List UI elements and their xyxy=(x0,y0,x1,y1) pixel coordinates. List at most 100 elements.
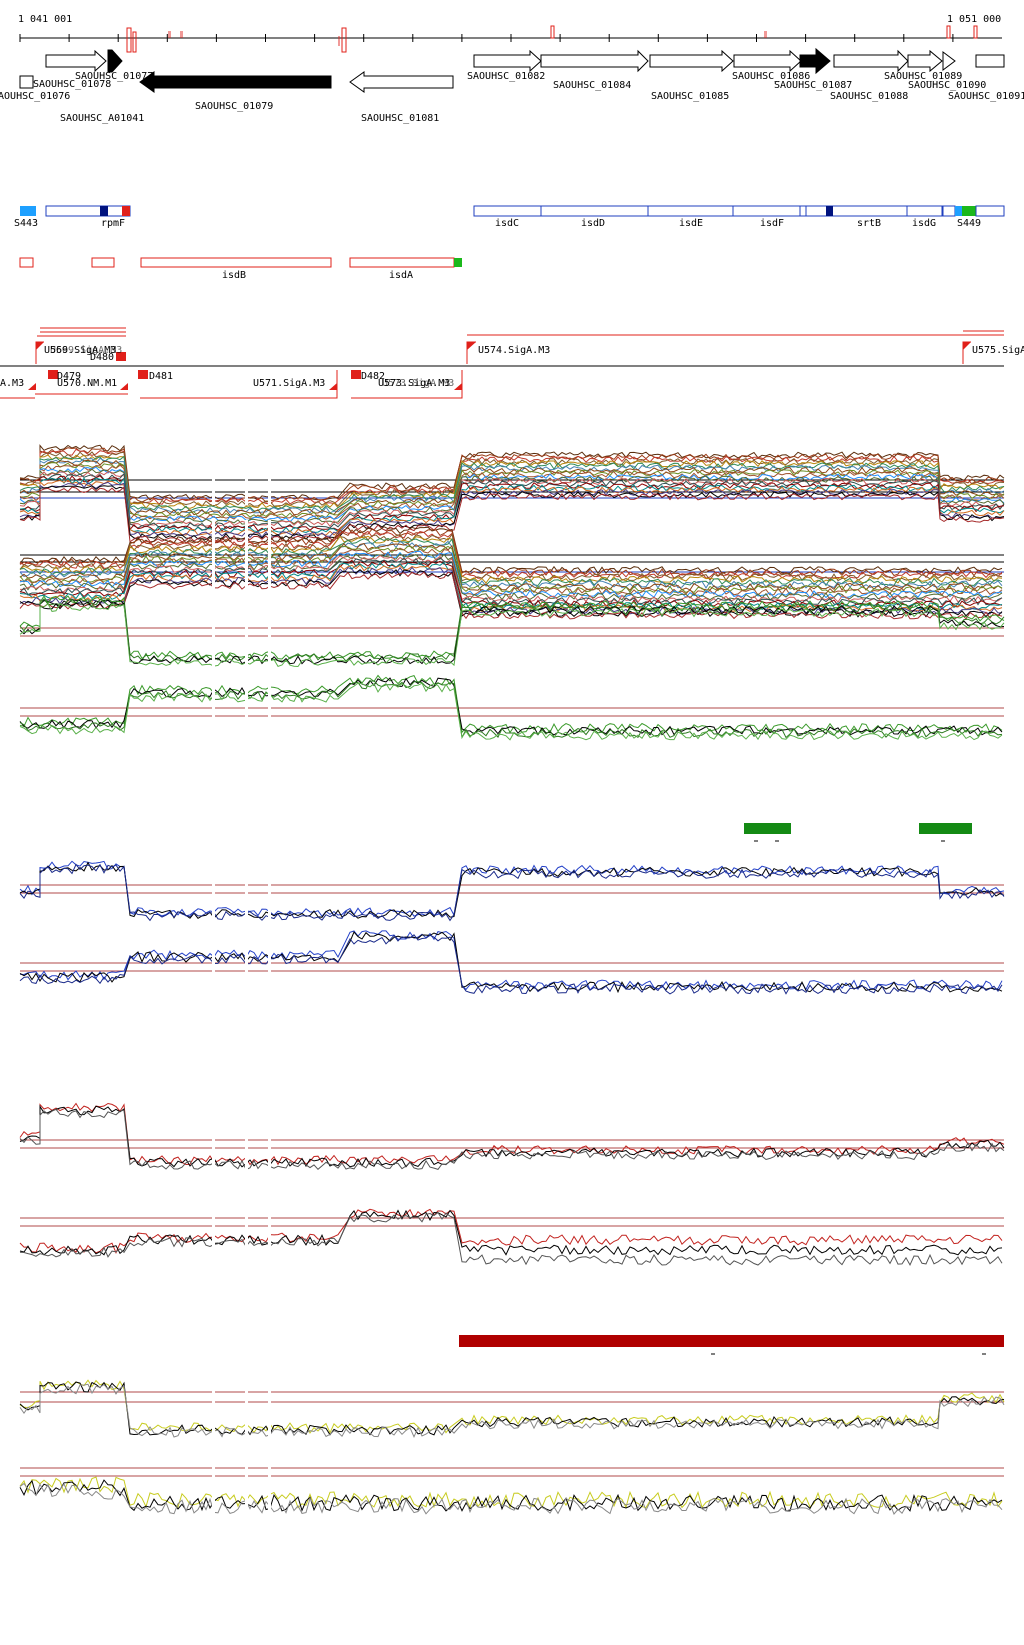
blue-track-line xyxy=(19,860,1005,918)
gene-label-01084: SAOUHSC_01084 xyxy=(553,80,631,91)
gene-SAOUHSC_01076[interactable] xyxy=(19,75,34,89)
gap-mark xyxy=(268,1205,271,1260)
gap-mark xyxy=(212,1130,215,1175)
gene-label-01087: SAOUHSC_01087 xyxy=(774,80,852,91)
gene-label-01090: SAOUHSC_01090 xyxy=(908,80,986,91)
tu-label-D481: D481 xyxy=(149,371,173,382)
multi-series-line xyxy=(19,535,1003,584)
red-bar[interactable] xyxy=(459,1335,1004,1347)
green-bar-1[interactable] xyxy=(744,823,791,834)
green-track-line xyxy=(19,680,1003,740)
feature-srtB[interactable] xyxy=(805,205,908,217)
tu-label-D479: D479 xyxy=(57,371,81,382)
gene-label-01082: SAOUHSC_01082 xyxy=(467,71,545,82)
multi-series-line xyxy=(19,457,1005,514)
tu-label-U570: U570.NM.M1 xyxy=(57,378,117,389)
yellow-track-line xyxy=(19,1381,1005,1436)
gap-mark xyxy=(212,1205,215,1260)
gap-mark xyxy=(245,470,248,505)
gap-mark xyxy=(212,940,215,1000)
tu-label-D482: D482 xyxy=(361,371,385,382)
multi-series-line xyxy=(19,462,1005,519)
feature-isdB[interactable] xyxy=(140,257,332,268)
multi-series-line xyxy=(19,528,1002,577)
feature-isdE[interactable] xyxy=(647,205,734,217)
gene-track: SAOUHSC_01077 SAOUHSC_01078 SAOUHSC_0107… xyxy=(0,47,1024,124)
gene-label-01079: SAOUHSC_01079 xyxy=(195,101,273,112)
green-track-line xyxy=(19,677,1003,736)
feature-rpmF[interactable] xyxy=(45,205,131,217)
coord-end-label: 1 051 000 xyxy=(947,14,1001,25)
blue-track-line xyxy=(19,861,1005,919)
feature-isdD[interactable] xyxy=(540,205,649,217)
feature-S443[interactable] xyxy=(20,206,36,216)
gap-mark xyxy=(268,880,271,930)
feature-label-S443: S443 xyxy=(14,218,38,229)
tu-label-D480: D480 xyxy=(90,352,114,363)
gene-SAOUHSC_01089[interactable] xyxy=(907,49,943,73)
feature-label-isdC: isdC xyxy=(495,218,519,229)
tu-label-overlap-2: U573.SigA.M3 xyxy=(382,378,454,389)
feature-label-isdE: isdE xyxy=(679,218,703,229)
gene-SAOUHSC_01090[interactable] xyxy=(942,51,956,71)
gap-mark xyxy=(268,1130,271,1175)
feature-label-isdF: isdF xyxy=(760,218,784,229)
gap-mark xyxy=(212,590,215,680)
gene-SAOUHSC_01088[interactable] xyxy=(833,49,909,73)
green-track-line xyxy=(19,674,1003,734)
gap-mark xyxy=(212,670,215,740)
feature-label-srtB: srtB xyxy=(857,218,881,229)
gene-SAOUHSC_01086[interactable] xyxy=(733,49,802,73)
gene-SAOUHSC_01078[interactable] xyxy=(107,49,123,73)
gene-SAOUHSC_01091[interactable] xyxy=(975,54,1005,68)
gene-SAOUHSC_01082[interactable] xyxy=(473,49,542,73)
gene-SAOUHSC_01079[interactable] xyxy=(139,71,332,93)
multi-series-line xyxy=(19,471,1005,528)
multi-series-line xyxy=(19,547,1003,596)
feature-isdF[interactable] xyxy=(732,205,801,217)
multi-series-line xyxy=(19,468,1005,525)
feature-isdC[interactable] xyxy=(473,205,542,217)
gap-mark xyxy=(212,520,215,595)
feature-isdG[interactable] xyxy=(906,205,943,217)
gene-label-01088: SAOUHSC_01088 xyxy=(830,91,908,102)
feature-label-isdA: isdA xyxy=(389,270,413,281)
gap-mark xyxy=(245,1460,248,1520)
gene-SAOUHSC_01085[interactable] xyxy=(649,49,734,73)
transcription-unit-track: U569.SigA.M3 U569.SigA.M3 U570.NM.M1 U57… xyxy=(0,327,1024,399)
yellow-track-line xyxy=(19,1383,1005,1439)
gap-mark xyxy=(212,880,215,930)
multi-series-line xyxy=(20,475,1005,532)
gene-label-01086: SAOUHSC_01086 xyxy=(732,71,810,82)
tu-label-U573: U573.SigA.M3 xyxy=(378,378,450,389)
expression-panels xyxy=(19,444,1005,1520)
gap-mark xyxy=(212,1380,215,1440)
multi-series-line xyxy=(19,479,1005,536)
multi-series-line xyxy=(19,444,1005,501)
gene-label-01091: SAOUHSC_01091 xyxy=(948,91,1024,102)
green-track-line xyxy=(19,682,1003,741)
gap-mark xyxy=(212,1460,215,1520)
feature-label-isdD: isdD xyxy=(581,218,605,229)
multi-series-line xyxy=(19,561,1003,611)
blue-track-line xyxy=(19,863,1005,922)
gene-SAOUHSC_01087[interactable] xyxy=(799,47,831,75)
green-track-line xyxy=(19,602,1005,668)
feature-label-S449: S449 xyxy=(957,218,981,229)
multi-series-line xyxy=(19,454,1005,510)
gap-mark xyxy=(245,1380,248,1440)
feature-S449[interactable] xyxy=(962,206,976,216)
gene-SAOUHSC_01084[interactable] xyxy=(540,49,649,73)
multi-series-line xyxy=(19,571,1003,620)
red-track-line xyxy=(19,1104,1005,1168)
feature-isdA[interactable] xyxy=(349,257,455,268)
gap-mark xyxy=(245,1205,248,1260)
multi-series-line xyxy=(19,557,1003,606)
gene-SAOUHSC_01077[interactable] xyxy=(45,49,107,73)
multi-series-line xyxy=(19,481,1005,539)
gap-mark xyxy=(268,1460,271,1520)
multi-series-line xyxy=(19,533,1003,582)
gene-SAOUHSC_01081[interactable] xyxy=(349,71,454,93)
green-bar-2[interactable] xyxy=(919,823,972,834)
